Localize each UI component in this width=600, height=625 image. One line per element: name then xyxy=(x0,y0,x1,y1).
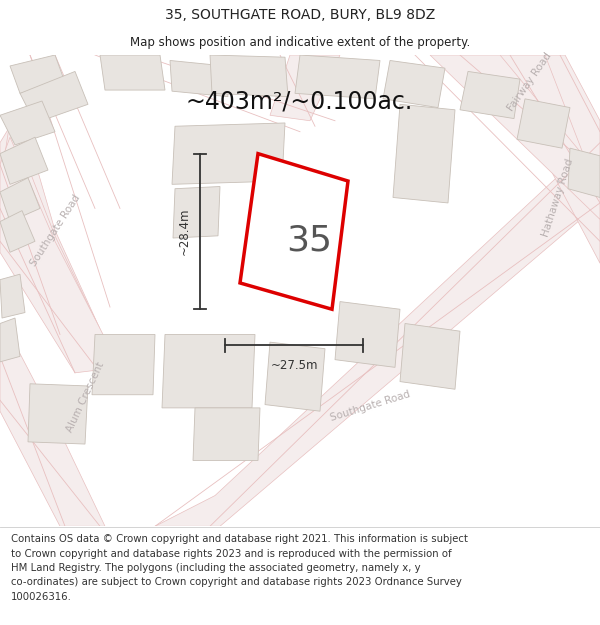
Polygon shape xyxy=(0,334,105,526)
Polygon shape xyxy=(0,121,110,351)
Polygon shape xyxy=(170,61,228,97)
Polygon shape xyxy=(500,55,600,186)
Polygon shape xyxy=(0,138,120,373)
Text: ~27.5m: ~27.5m xyxy=(270,359,318,372)
Polygon shape xyxy=(393,104,455,203)
Polygon shape xyxy=(20,71,88,123)
Polygon shape xyxy=(155,138,600,526)
Polygon shape xyxy=(173,186,220,238)
Polygon shape xyxy=(92,334,155,395)
Text: Alum Crescent: Alum Crescent xyxy=(64,360,106,434)
Text: Southgate Road: Southgate Road xyxy=(28,192,82,268)
Polygon shape xyxy=(430,55,600,219)
Polygon shape xyxy=(0,101,55,145)
Polygon shape xyxy=(162,334,255,408)
Text: 35: 35 xyxy=(287,224,332,258)
Polygon shape xyxy=(0,110,100,329)
Polygon shape xyxy=(0,318,20,362)
Polygon shape xyxy=(490,55,600,263)
Polygon shape xyxy=(517,99,570,148)
Polygon shape xyxy=(10,55,65,93)
Text: Hathaway Road: Hathaway Road xyxy=(541,157,575,238)
Polygon shape xyxy=(265,342,325,411)
Polygon shape xyxy=(0,211,35,252)
Polygon shape xyxy=(210,55,288,97)
Polygon shape xyxy=(383,61,445,108)
Polygon shape xyxy=(400,324,460,389)
Text: Map shows position and indicative extent of the property.: Map shows position and indicative extent… xyxy=(130,36,470,49)
Polygon shape xyxy=(0,138,48,184)
Polygon shape xyxy=(172,123,285,184)
Polygon shape xyxy=(0,274,25,318)
Text: ~403m²/~0.100ac.: ~403m²/~0.100ac. xyxy=(185,89,412,113)
Polygon shape xyxy=(0,177,40,222)
Text: Southgate Road: Southgate Road xyxy=(329,389,411,422)
Polygon shape xyxy=(295,55,380,99)
Polygon shape xyxy=(100,55,165,90)
Polygon shape xyxy=(335,302,400,368)
Text: 35, SOUTHGATE ROAD, BURY, BL9 8DZ: 35, SOUTHGATE ROAD, BURY, BL9 8DZ xyxy=(165,8,435,22)
Polygon shape xyxy=(568,148,600,198)
Text: Contains OS data © Crown copyright and database right 2021. This information is : Contains OS data © Crown copyright and d… xyxy=(11,534,468,602)
Text: ~28.4m: ~28.4m xyxy=(178,208,191,255)
Polygon shape xyxy=(28,384,88,444)
Polygon shape xyxy=(460,71,520,119)
Polygon shape xyxy=(270,55,340,121)
Text: Fairway Road: Fairway Road xyxy=(506,51,554,114)
Polygon shape xyxy=(240,154,348,309)
Polygon shape xyxy=(193,408,260,461)
